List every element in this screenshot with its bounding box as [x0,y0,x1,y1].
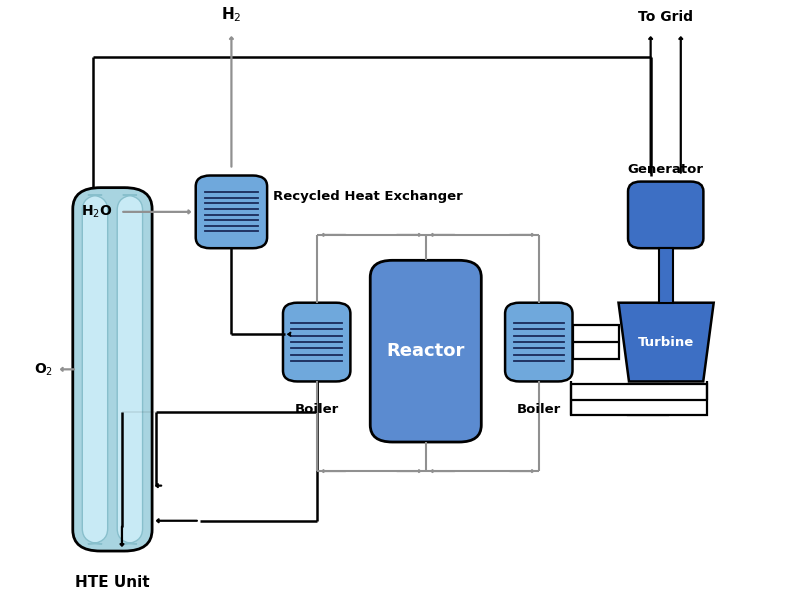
FancyBboxPatch shape [628,181,704,248]
Text: HTE Unit: HTE Unit [75,575,150,590]
Text: Recycled Heat Exchanger: Recycled Heat Exchanger [274,190,463,203]
Text: O$_2$: O$_2$ [33,361,53,378]
FancyBboxPatch shape [82,195,107,544]
FancyBboxPatch shape [196,175,267,248]
FancyBboxPatch shape [505,303,572,381]
Bar [571,384,707,415]
Text: Generator: Generator [628,162,704,175]
Text: Boiler: Boiler [295,403,339,416]
Polygon shape [618,303,714,381]
FancyBboxPatch shape [370,261,482,442]
Text: H$_2$O: H$_2$O [81,204,112,220]
Bar [572,326,618,359]
Bar [628,384,668,415]
FancyBboxPatch shape [72,188,152,551]
FancyBboxPatch shape [117,195,142,544]
Bar [658,248,673,303]
Text: Turbine: Turbine [638,335,694,349]
Text: H$_2$: H$_2$ [221,6,242,24]
Text: Reactor: Reactor [387,342,465,360]
Text: Boiler: Boiler [517,403,561,416]
FancyBboxPatch shape [283,303,350,381]
Text: To Grid: To Grid [638,10,693,24]
